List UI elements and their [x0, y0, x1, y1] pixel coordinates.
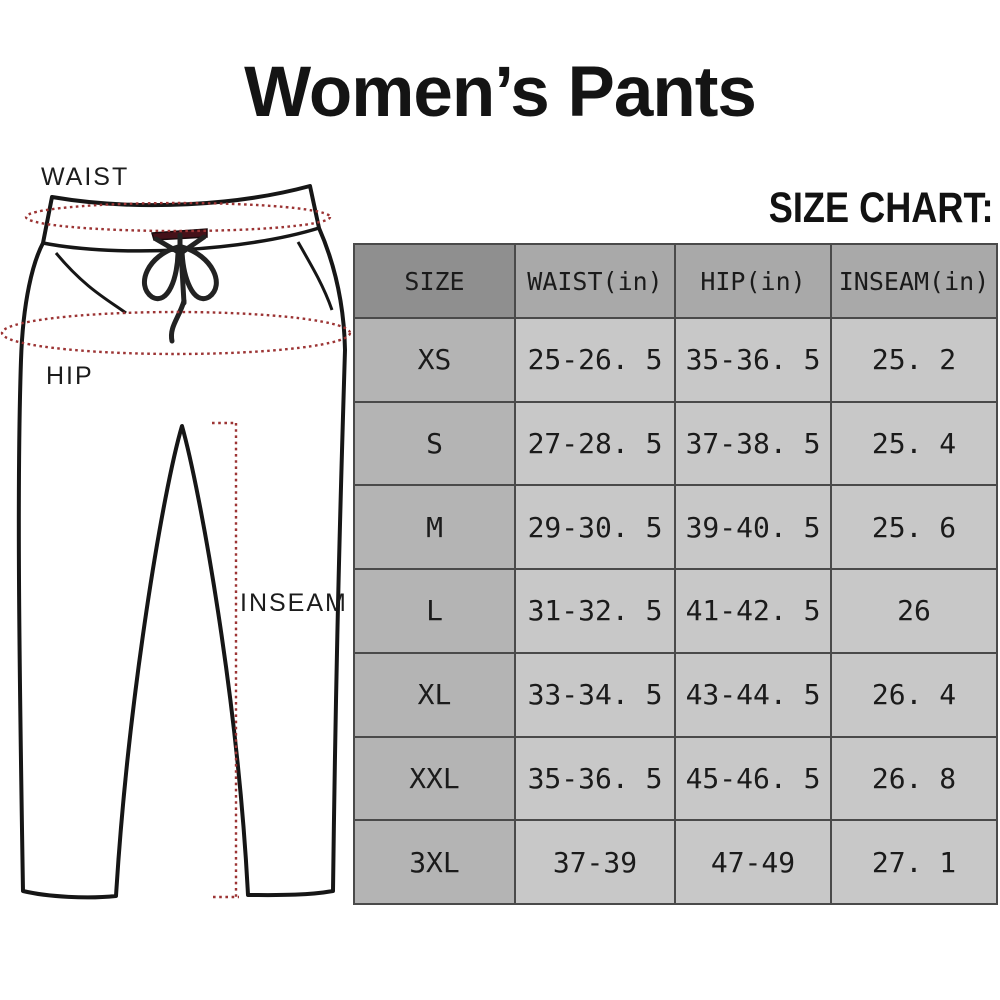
value-cell: 27. 1	[830, 819, 998, 905]
bow-tail	[168, 298, 187, 344]
value-cell: 25. 2	[830, 317, 998, 403]
waist-label: WAIST	[41, 163, 129, 191]
value-cell: 26. 4	[830, 651, 998, 738]
table-row: L 31-32. 5 41-42. 5 26	[353, 568, 998, 654]
value-cell: 26. 8	[830, 735, 998, 822]
pants-outline	[16, 184, 347, 900]
table-row: M 29-30. 5 39-40. 5 25. 6	[353, 484, 998, 571]
inseam-label: INSEAM	[240, 589, 348, 617]
value-cell: 26	[830, 568, 998, 654]
value-cell: 25. 6	[830, 484, 998, 571]
value-cell: 47-49	[674, 819, 832, 905]
value-cell: 29-30. 5	[514, 484, 676, 571]
value-cell: 31-32. 5	[514, 568, 676, 654]
size-table-body: XS 25-26. 5 35-36. 5 25. 2 S 27-28. 5 37-38. 5…	[353, 317, 998, 905]
table-row: XXL 35-36. 5 45-46. 5 26. 8	[353, 735, 998, 822]
pants-measurement-diagram: WAIST HIP INSEAM	[0, 163, 352, 900]
value-cell: 25. 4	[830, 400, 998, 487]
inseam-measure-line	[212, 421, 239, 899]
value-cell: 37-39	[514, 819, 676, 905]
size-cell: 3XL	[353, 819, 516, 905]
size-chart-heading: SIZE CHART:	[769, 184, 994, 232]
value-cell: 33-34. 5	[514, 651, 676, 738]
table-row: XS 25-26. 5 35-36. 5 25. 2	[353, 317, 998, 403]
size-cell: XS	[353, 317, 516, 403]
table-row: XL 33-34. 5 43-44. 5 26. 4	[353, 651, 998, 738]
right-pocket-line	[296, 241, 334, 311]
size-chart-table: SIZE WAIST(in) HIP(in) INSEAM(in) XS 25-2…	[353, 243, 998, 905]
size-cell: M	[353, 484, 516, 571]
bow-right-loop	[179, 244, 219, 302]
value-cell: 45-46. 5	[674, 735, 832, 822]
header-inseam: INSEAM(in)	[830, 243, 998, 319]
value-cell: 35-36. 5	[514, 735, 676, 822]
hip-measure-ellipse	[0, 310, 352, 356]
waist-measure-ellipse	[24, 201, 332, 233]
bow-center-strand	[178, 248, 187, 306]
header-hip: HIP(in)	[674, 243, 832, 319]
value-cell: 41-42. 5	[674, 568, 832, 654]
value-cell: 39-40. 5	[674, 484, 832, 571]
size-cell: S	[353, 400, 516, 487]
table-header-row: SIZE WAIST(in) HIP(in) INSEAM(in)	[353, 243, 998, 319]
value-cell: 27-28. 5	[514, 400, 676, 487]
left-pocket-line	[54, 252, 127, 315]
header-waist: WAIST(in)	[514, 243, 676, 319]
table-row: S 27-28. 5 37-38. 5 25. 4	[353, 400, 998, 487]
size-cell: XXL	[353, 735, 516, 822]
hip-label: HIP	[46, 362, 94, 390]
value-cell: 37-38. 5	[674, 400, 832, 487]
header-size: SIZE	[353, 243, 516, 319]
value-cell: 25-26. 5	[514, 317, 676, 403]
bow-left-loop	[141, 244, 181, 302]
table-row: 3XL 37-39 47-49 27. 1	[353, 819, 998, 905]
value-cell: 43-44. 5	[674, 651, 832, 738]
page-title: Women’s Pants	[244, 53, 757, 132]
size-cell: L	[353, 568, 516, 654]
value-cell: 35-36. 5	[674, 317, 832, 403]
size-cell: XL	[353, 651, 516, 738]
